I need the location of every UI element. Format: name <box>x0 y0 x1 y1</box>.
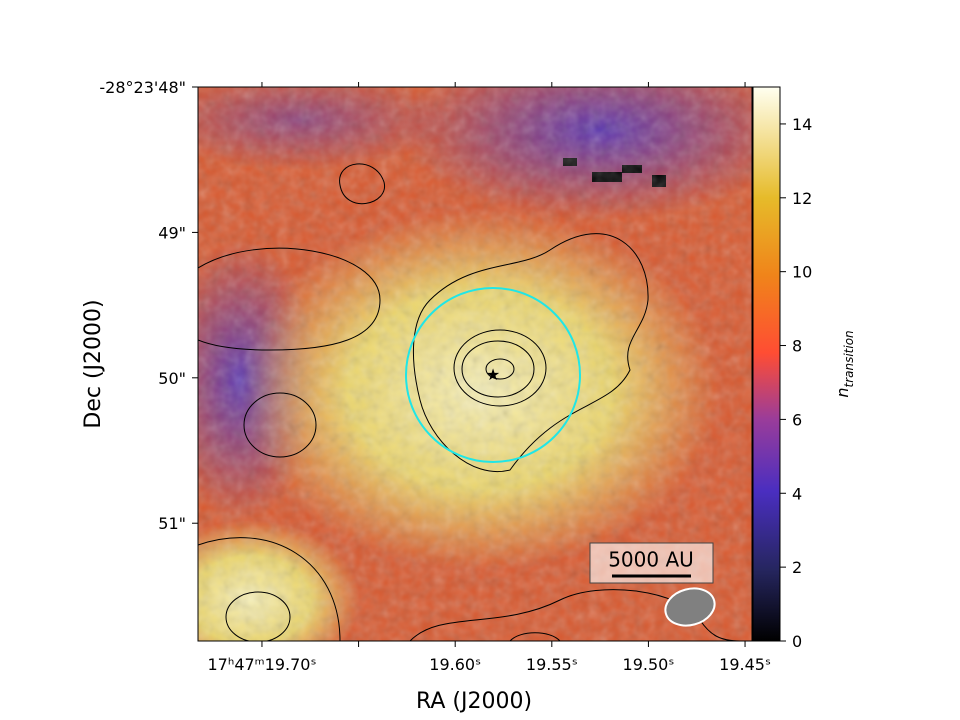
colorbar-tick-label: 0 <box>792 632 802 651</box>
x-tick-label: 19.45ˢ <box>719 655 771 674</box>
colorbar-label-sub: transition <box>842 330 856 387</box>
colorbar-tick-label: 14 <box>792 115 812 134</box>
x-tick-label: 19.50ˢ <box>623 655 675 674</box>
colorbar-tick-label: 4 <box>792 484 802 503</box>
svg-text:★: ★ <box>486 365 500 384</box>
colorbar-tick-label: 2 <box>792 558 802 577</box>
axes-frame <box>197 86 753 642</box>
x-tick-label: 19.55ˢ <box>526 655 578 674</box>
colorbar-label-main: n <box>833 388 852 398</box>
x-axis-label: RA (J2000) <box>416 689 532 714</box>
colorbar <box>752 86 781 642</box>
y-tick-label: -28°23'48" <box>99 78 186 97</box>
image: ★ 5000 AU <box>198 87 752 641</box>
colorbar-tick-label: 12 <box>792 189 812 208</box>
colorbar-tick-label: 8 <box>792 337 802 356</box>
y-tick-label: 50" <box>158 369 186 388</box>
colorbar-label: ntransition <box>833 330 856 397</box>
colorbar-tick-label: 10 <box>792 263 812 282</box>
scale-bar-label: 5000 AU <box>608 548 694 572</box>
x-tick-label: 17ʰ47ᵐ19.70ˢ <box>207 655 316 674</box>
x-tick-label: 19.60ˢ <box>429 655 481 674</box>
y-axis-label: Dec (J2000) <box>81 299 106 428</box>
y-tick-label: 49" <box>158 223 186 242</box>
colorbar-tick-label: 6 <box>792 410 802 429</box>
y-tick-label: 51" <box>158 514 186 533</box>
